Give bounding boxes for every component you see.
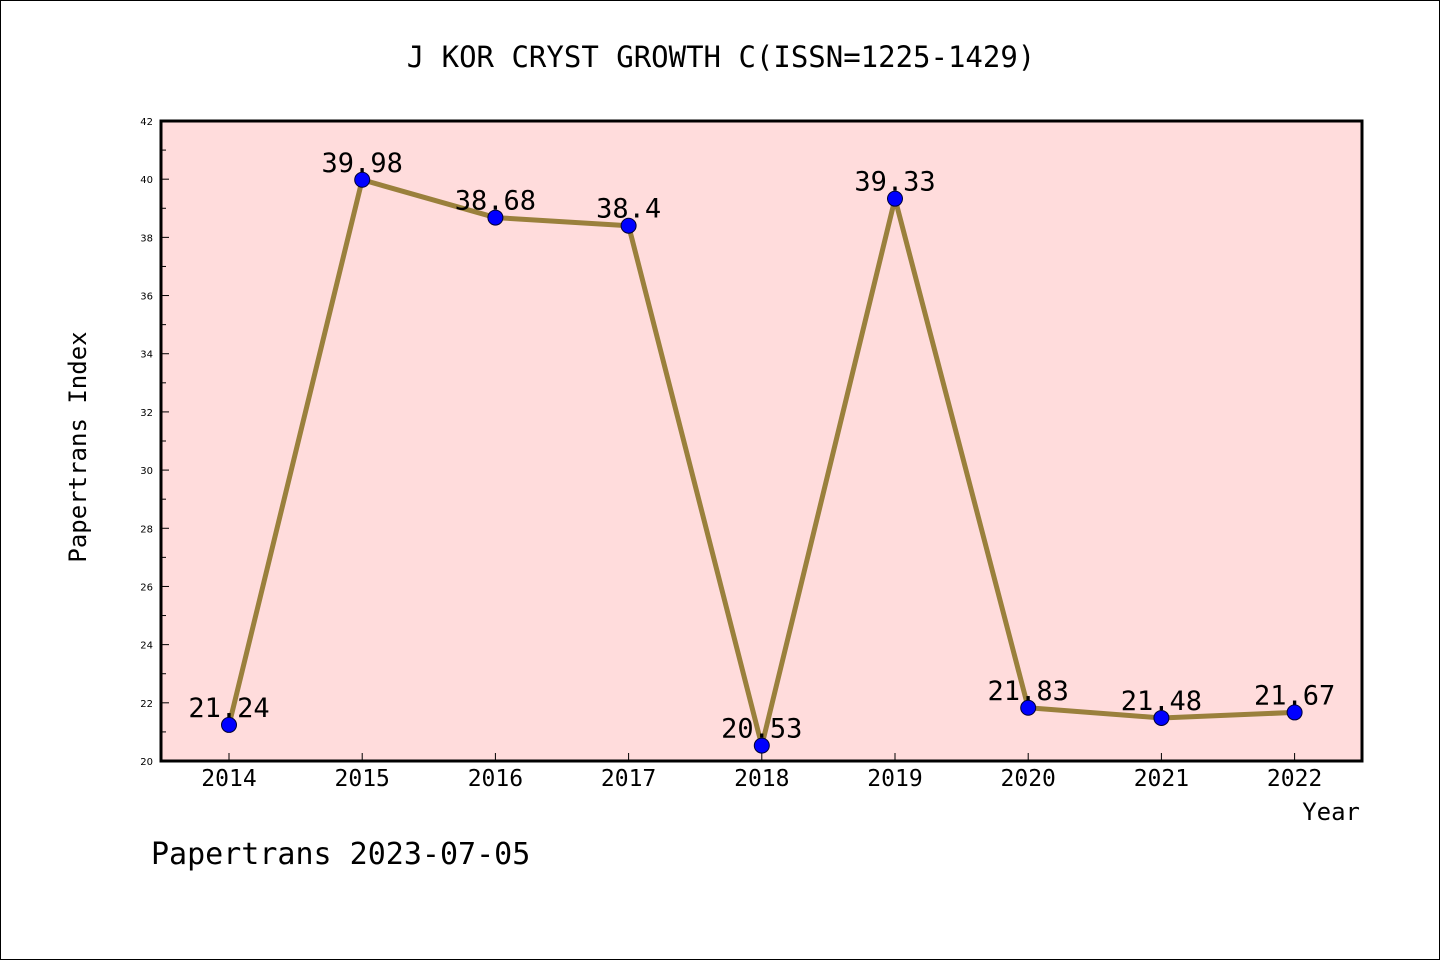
y-tick-label: 34 bbox=[140, 350, 153, 361]
y-tick-label: 20 bbox=[140, 757, 153, 768]
data-point bbox=[354, 171, 371, 188]
data-label: 20.53 bbox=[721, 714, 802, 745]
data-point bbox=[1020, 699, 1037, 716]
x-tick-label: 2016 bbox=[468, 766, 523, 792]
data-point bbox=[1286, 704, 1303, 721]
y-tick-label: 24 bbox=[140, 641, 153, 652]
data-label: 21.48 bbox=[1121, 686, 1202, 717]
data-label: 21.24 bbox=[188, 693, 269, 724]
data-point bbox=[887, 190, 903, 207]
data-label: 21.83 bbox=[988, 676, 1069, 707]
y-tick-label: 42 bbox=[140, 117, 153, 128]
data-point bbox=[221, 716, 237, 733]
x-tick-label: 2021 bbox=[1134, 766, 1189, 792]
x-axis-label: Year bbox=[1302, 798, 1360, 826]
data-labels: 21.24 39.98 38.68 38.4 20.53 39.33 21.83 21.48 2… bbox=[188, 148, 1335, 745]
x-tick-label: 2019 bbox=[867, 766, 922, 792]
y-tick-label: 40 bbox=[140, 175, 153, 186]
footer-date-text: Papertrans 2023-07-05 bbox=[151, 837, 530, 872]
y-axis-label: Papertrans Index bbox=[64, 331, 92, 562]
data-point bbox=[620, 217, 637, 234]
plot-border bbox=[159, 119, 1364, 763]
y-tick-label: 28 bbox=[140, 524, 153, 535]
x-axis-ticks: 2014 2015 2016 2017 2018 2019 2020 2021 2022 bbox=[201, 753, 1322, 792]
y-tick-label: 30 bbox=[140, 466, 153, 477]
data-point bbox=[487, 209, 504, 226]
y-tick-label: 38 bbox=[140, 233, 153, 244]
series-line-group bbox=[221, 171, 1303, 754]
data-label: 38.68 bbox=[455, 186, 536, 217]
x-tick-label: 2017 bbox=[601, 766, 656, 792]
y-axis-ticks: 20 22 24 26 28 30 32 34 36 38 40 42 bbox=[140, 117, 169, 768]
chart-title: J KOR CRYST GROWTH C(ISSN=1225-1429) bbox=[407, 40, 1036, 74]
y-tick-label: 26 bbox=[140, 582, 153, 593]
y-tick-label: 22 bbox=[140, 699, 153, 710]
y-tick-label: 32 bbox=[140, 408, 153, 419]
x-tick-label: 2018 bbox=[734, 766, 789, 792]
y-tick-label: 36 bbox=[140, 292, 153, 303]
data-label: 39.98 bbox=[322, 148, 403, 179]
x-tick-label: 2022 bbox=[1267, 766, 1322, 792]
plot-area bbox=[161, 121, 1362, 761]
x-tick-label: 2020 bbox=[1001, 766, 1056, 792]
x-tick-label: 2014 bbox=[201, 766, 256, 792]
x-tick-label: 2015 bbox=[335, 766, 390, 792]
data-label: 38.4 bbox=[596, 194, 661, 225]
data-label: 21.67 bbox=[1254, 680, 1335, 711]
data-label: 39.33 bbox=[854, 167, 935, 198]
data-point bbox=[1153, 709, 1170, 726]
data-point bbox=[753, 737, 770, 754]
